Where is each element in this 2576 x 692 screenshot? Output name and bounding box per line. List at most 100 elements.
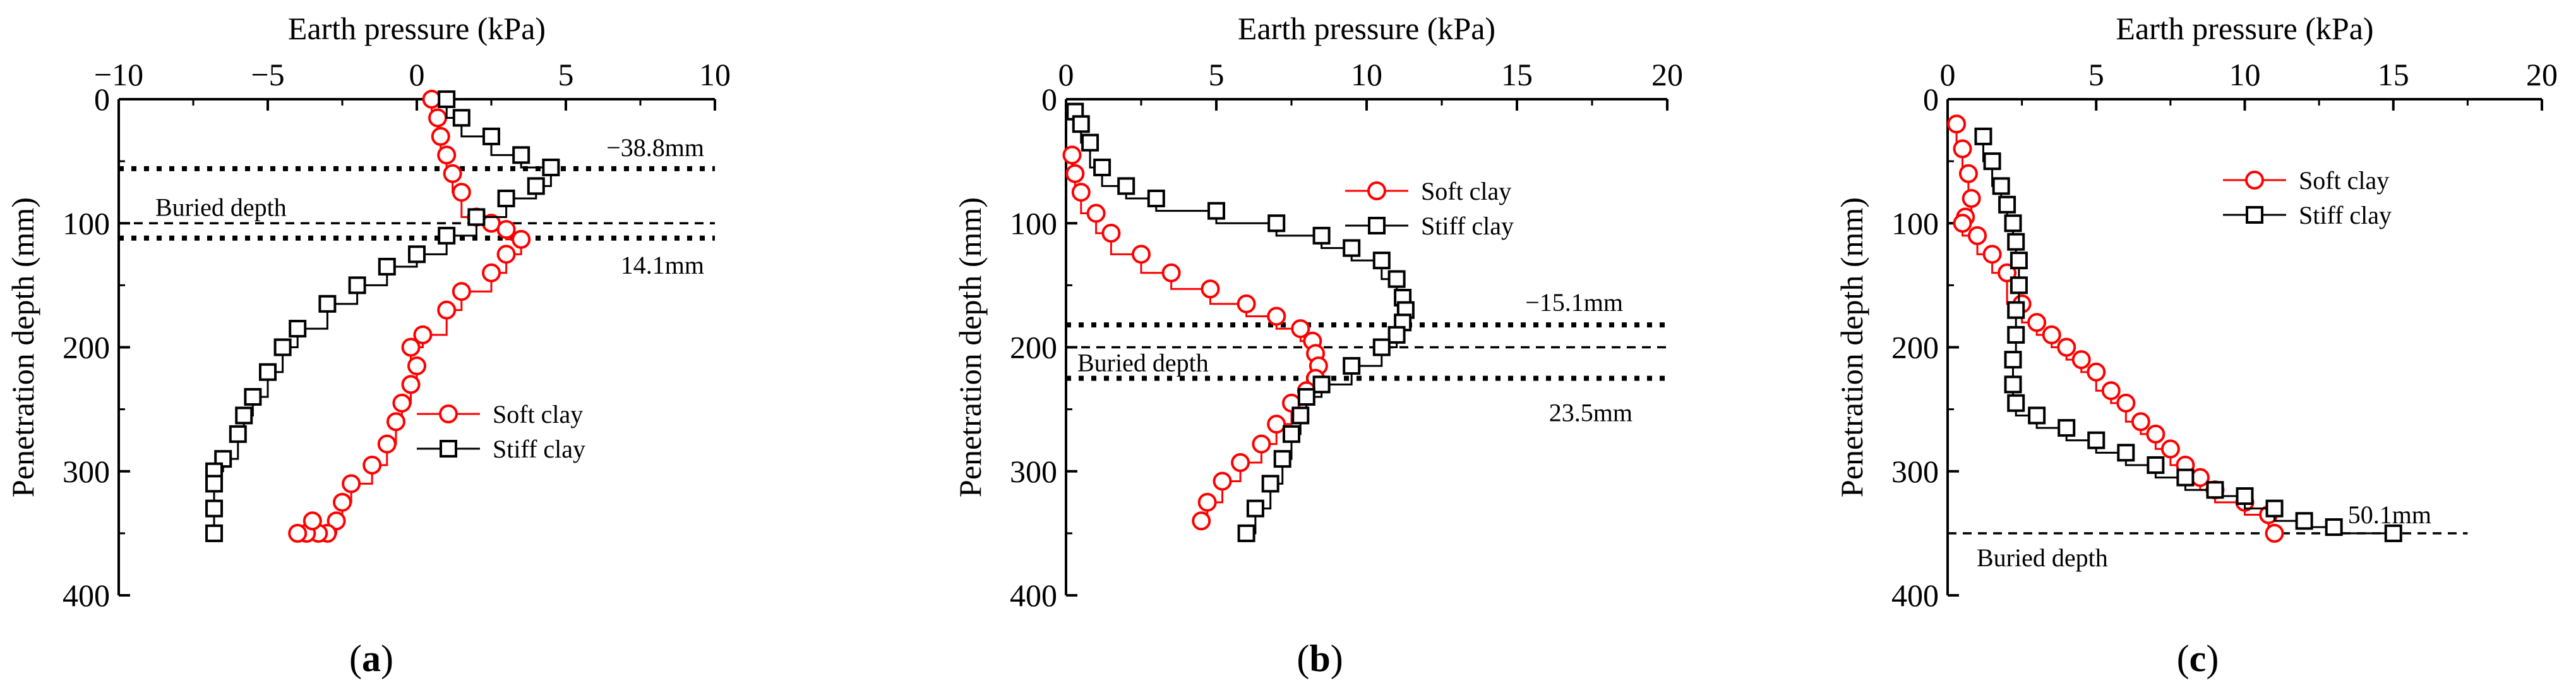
- x-tick-label: 5: [1209, 57, 1225, 92]
- data-point-stiff-clay: [1207, 202, 1225, 220]
- data-point-soft-clay: [452, 282, 471, 301]
- data-point-soft-clay: [377, 434, 397, 454]
- data-point-stiff-clay: [438, 226, 456, 245]
- data-point-soft-clay: [428, 108, 448, 128]
- data-point-soft-clay: [2057, 337, 2076, 357]
- data-point-soft-clay: [386, 412, 405, 432]
- data-point-stiff-clay: [527, 177, 545, 195]
- data-point-stiff-clay: [2010, 252, 2028, 270]
- legend-marker-circle: [439, 404, 458, 423]
- data-point-soft-clay: [1065, 164, 1085, 183]
- data-point-stiff-clay: [408, 245, 426, 264]
- data-point-soft-clay: [482, 263, 501, 282]
- data-point-soft-clay: [1267, 307, 1286, 326]
- legend: Soft clay Stiff clay: [1345, 177, 1514, 240]
- reference-line-label: Buried depth: [1077, 349, 1209, 377]
- data-point-stiff-clay: [2004, 214, 2022, 233]
- legend: Soft clay Stiff clay: [417, 400, 585, 463]
- x-tick-label: −5: [251, 57, 284, 92]
- data-point-soft-clay: [431, 126, 450, 146]
- data-point-stiff-clay: [467, 208, 486, 226]
- y-tick-label: 0: [1041, 82, 1057, 117]
- data-point-soft-clay: [422, 90, 441, 109]
- x-tick-label: 0: [409, 57, 425, 92]
- data-point-stiff-clay: [1998, 195, 2016, 214]
- data-point-stiff-clay: [1372, 338, 1391, 356]
- data-point-stiff-clay: [378, 257, 396, 276]
- data-point-soft-clay: [413, 325, 433, 344]
- data-point-soft-clay: [2160, 439, 2180, 459]
- legend: Soft clay Stiff clay: [2223, 166, 2392, 229]
- data-point-soft-clay: [2042, 325, 2061, 344]
- reference-line-label: Buried depth: [155, 193, 287, 221]
- data-point-stiff-clay: [2010, 276, 2028, 294]
- legend-label: Soft clay: [493, 400, 583, 428]
- x-tick-label: 20: [2526, 57, 2558, 92]
- data-point-soft-clay: [443, 164, 462, 183]
- data-point-soft-clay: [1132, 245, 1151, 264]
- data-point-stiff-clay: [1237, 524, 1255, 542]
- y-tick-label: 200: [1891, 330, 1939, 365]
- data-point-stiff-clay: [1273, 450, 1291, 468]
- data-point-stiff-clay: [512, 146, 530, 164]
- y-tick-label: 400: [1891, 578, 1939, 613]
- data-point-stiff-clay: [205, 499, 224, 518]
- data-point-soft-clay: [2265, 523, 2284, 543]
- data-point-soft-clay: [1071, 183, 1091, 202]
- panel-label: (a): [349, 638, 393, 679]
- data-point-soft-clay: [2071, 350, 2091, 370]
- panel-label: (b): [1297, 638, 1343, 679]
- data-point-stiff-clay: [348, 276, 366, 294]
- series-line-soft-clay: [297, 99, 522, 535]
- data-point-stiff-clay: [1387, 270, 1406, 288]
- data-point-stiff-clay: [2007, 394, 2025, 412]
- data-point-stiff-clay: [1312, 375, 1331, 394]
- data-point-soft-clay: [1953, 214, 1972, 233]
- data-point-soft-clay: [392, 393, 412, 413]
- data-point-stiff-clay: [2087, 431, 2106, 449]
- data-point-soft-clay: [2146, 424, 2166, 444]
- data-point-stiff-clay: [205, 524, 224, 542]
- legend-label: Stiff clay: [1421, 212, 1514, 240]
- data-point-stiff-clay: [259, 363, 277, 381]
- data-point-stiff-clay: [1983, 152, 2001, 171]
- data-point-soft-clay: [407, 356, 426, 375]
- data-point-soft-clay: [452, 183, 471, 202]
- x-tick-label: −10: [94, 57, 143, 92]
- y-tick-label: 0: [94, 82, 110, 117]
- y-tick-label: 300: [1010, 454, 1057, 489]
- x-tick-label: 0: [1940, 57, 1956, 92]
- reference-line-label: −15.1mm: [1525, 288, 1623, 317]
- data-point-soft-clay: [333, 492, 352, 512]
- x-tick-label: 15: [1501, 57, 1533, 92]
- data-point-stiff-clay: [1387, 325, 1406, 344]
- legend-label: Stiff clay: [2299, 201, 2392, 229]
- legend-label: Stiff clay: [493, 435, 585, 463]
- data-point-soft-clay: [1953, 139, 1972, 159]
- y-axis-title: Penetration depth (mm): [5, 197, 40, 497]
- data-point-stiff-clay: [2117, 444, 2135, 462]
- data-point-soft-clay: [2131, 412, 2150, 432]
- data-point-stiff-clay: [1291, 406, 1310, 425]
- data-point-soft-clay: [2116, 393, 2136, 413]
- data-point-stiff-clay: [1072, 115, 1090, 133]
- data-point-stiff-clay: [2058, 419, 2076, 437]
- reference-line-label: 14.1mm: [621, 251, 704, 279]
- data-point-stiff-clay: [289, 320, 307, 338]
- legend-marker-circle: [2245, 171, 2264, 190]
- panel-label: (c): [2177, 638, 2219, 679]
- data-point-soft-clay: [1086, 203, 1106, 223]
- legend-label: Soft clay: [1421, 177, 1511, 205]
- y-tick-label: 100: [63, 205, 110, 241]
- data-point-stiff-clay: [2325, 518, 2343, 537]
- y-tick-label: 100: [1891, 205, 1939, 241]
- series-line-stiff-clay: [213, 99, 552, 533]
- data-point-soft-clay: [1958, 164, 1978, 183]
- data-point-stiff-clay: [1297, 388, 1315, 406]
- reference-line-label: −38.8mm: [606, 133, 704, 162]
- data-point-soft-clay: [401, 375, 421, 394]
- y-tick-label: 100: [1010, 205, 1057, 241]
- legend-marker-square: [1368, 217, 1386, 234]
- data-point-stiff-clay: [2295, 512, 2313, 530]
